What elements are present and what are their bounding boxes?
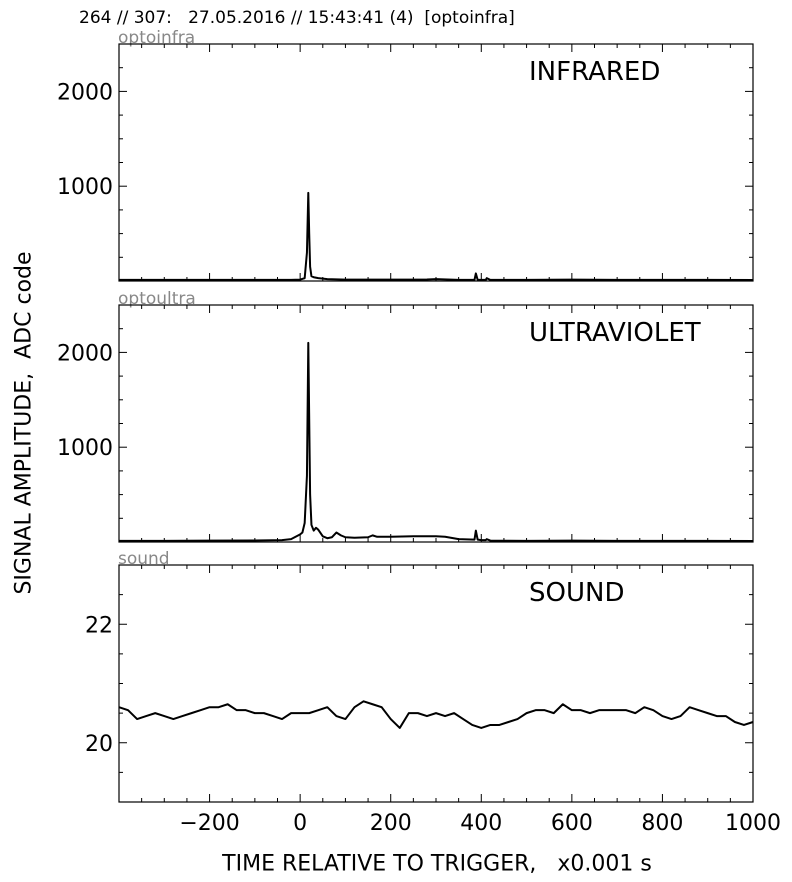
x-axis-label: TIME RELATIVE TO TRIGGER, x0.001 s <box>222 851 652 877</box>
panel-frame <box>118 43 754 282</box>
panel-title: SOUND <box>529 578 624 608</box>
x-tick-label: 600 <box>551 811 593 836</box>
panel-frame <box>118 304 754 543</box>
y-tick-label: 1000 <box>57 175 113 200</box>
y-tick-label: 2000 <box>57 80 113 105</box>
x-tick-label: 800 <box>641 811 683 836</box>
series-line <box>118 700 754 729</box>
panel-optoultra: optoultra 1000 2000 ULTRAVIOLET <box>57 289 754 543</box>
series-line <box>119 191 754 282</box>
panel-channel-label: sound <box>118 549 170 569</box>
x-tick-label: 0 <box>293 811 307 836</box>
panel-optoinfra: optoinfra 1000 2000 INFRARED <box>57 28 754 282</box>
series-line <box>119 341 754 543</box>
panel-title: INFRARED <box>529 57 660 87</box>
chart-header: 264 // 307: 27.05.2016 // 15:43:41 (4) [… <box>79 8 515 28</box>
x-tick-label: −200 <box>179 811 239 836</box>
panel-frame <box>118 564 754 803</box>
panel-title: ULTRAVIOLET <box>529 318 701 348</box>
y-axis-label: SIGNAL AMPLITUDE, ADC code <box>11 251 37 595</box>
panel-channel-label: optoinfra <box>118 28 195 48</box>
x-tick-label: 400 <box>460 811 502 836</box>
y-tick-label: 22 <box>85 613 113 638</box>
x-tick-label: 200 <box>370 811 412 836</box>
panel-sound: sound 20 22 SOUND −200 0 200 400 600 800 1000 <box>85 549 781 836</box>
panel-channel-label: optoultra <box>118 289 196 309</box>
y-tick-label: 1000 <box>57 436 113 461</box>
y-tick-label: 2000 <box>57 341 113 366</box>
y-tick-label: 20 <box>85 732 113 757</box>
x-tick-label: 1000 <box>725 811 781 836</box>
